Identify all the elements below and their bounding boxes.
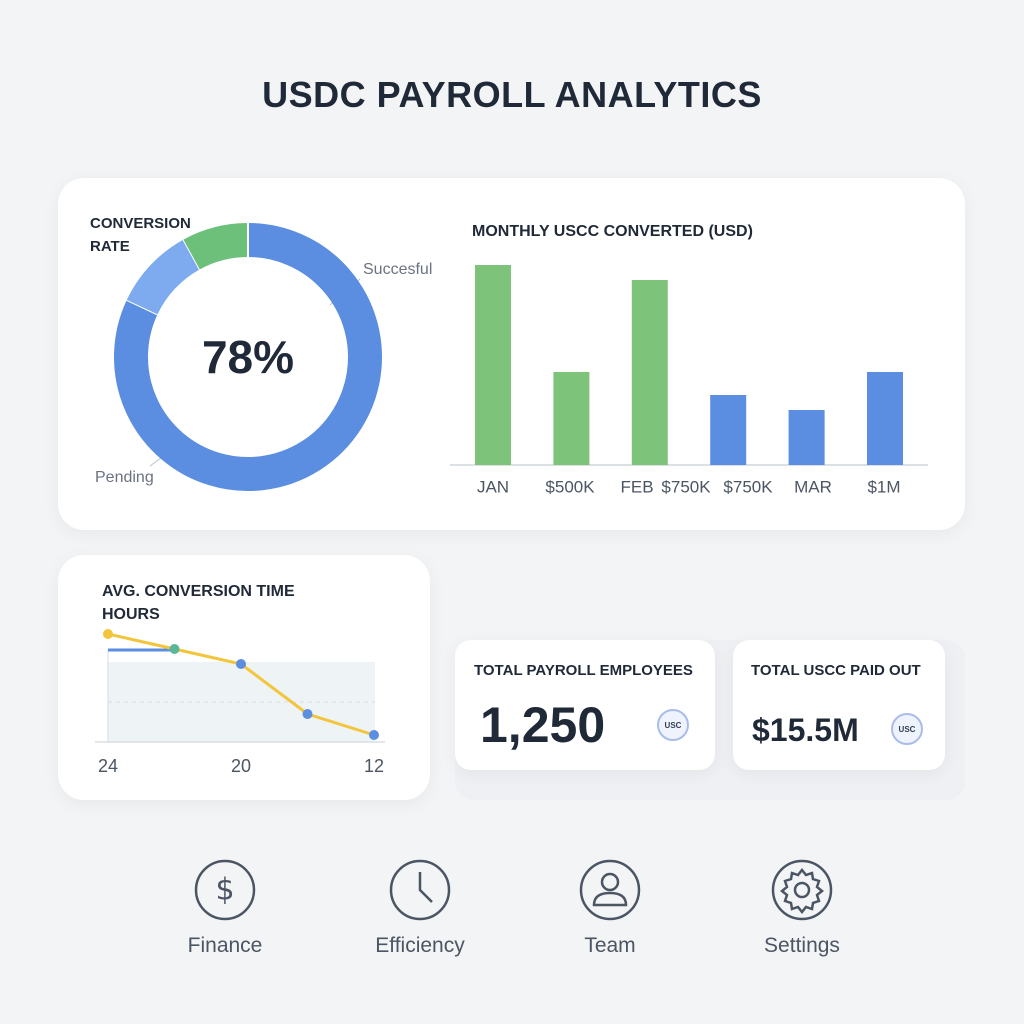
stat-value: 1,250: [480, 697, 606, 753]
bar: [788, 410, 825, 465]
point: [103, 629, 113, 639]
stat-value: $15.5M: [752, 712, 859, 748]
donut-slice: [114, 223, 382, 491]
slice-label: Pending: [95, 469, 154, 486]
stat-title: TOTAL USCC PAID OUT: [751, 662, 921, 679]
donut-center-label: 78%: [201, 331, 295, 383]
gear-center: [793, 881, 811, 899]
nav-label[interactable]: Settings: [764, 934, 840, 957]
x-tick-label: 24: [98, 756, 118, 776]
bar: [631, 280, 668, 465]
person-body: [592, 891, 628, 907]
finance-icon[interactable]: [194, 859, 256, 921]
donut-slice: [126, 239, 201, 315]
team-icon[interactable]: [579, 859, 641, 921]
x-tick-label: FEB: [620, 477, 653, 496]
slice-label: Succesful: [363, 261, 433, 278]
point: [236, 659, 246, 669]
page-title: USDC PAYROLL ANALYTICS: [262, 74, 762, 115]
nav-label[interactable]: Finance: [187, 934, 263, 957]
point: [369, 730, 379, 740]
efficiency-icon[interactable]: [389, 859, 451, 921]
gear: [779, 867, 825, 915]
x-tick-label: JAN: [477, 477, 509, 496]
settings-icon[interactable]: [771, 859, 833, 921]
donut-title: CONVERSION RATE: [90, 215, 191, 255]
nav-icons: $: [194, 859, 833, 921]
x-tick-label: 12: [364, 756, 384, 776]
point: [302, 709, 313, 719]
x-tick-label: 20: [231, 756, 251, 776]
person-head: [600, 872, 620, 892]
line-title: AVG. CONVERSION TIME HOURS: [102, 583, 295, 623]
x-tick-label: $750K: [661, 477, 711, 496]
badge: USC: [657, 709, 689, 741]
bar: [475, 265, 511, 465]
stat-title: TOTAL PAYROLL EMPLOYEES: [474, 662, 693, 679]
dollar-glyph: $: [215, 873, 234, 908]
point: [169, 644, 180, 654]
stat-card: [455, 640, 715, 770]
bar: [867, 372, 903, 465]
bar: [710, 395, 747, 465]
x-tick-label: $1M: [867, 477, 900, 496]
bar-title: MONTHLY USCC CONVERTED (USD): [472, 223, 753, 240]
x-tick-label: MAR: [794, 477, 832, 496]
donut-slice: [183, 223, 249, 270]
stat-card: [733, 640, 945, 770]
plot-area: [108, 662, 375, 742]
nav-label[interactable]: Team: [584, 934, 636, 957]
badge: USC: [891, 713, 923, 745]
x-tick-label: $750K: [723, 477, 773, 496]
nav-label[interactable]: Efficiency: [375, 934, 465, 957]
clock-hands: [418, 872, 433, 903]
x-tick-label: $500K: [545, 477, 595, 496]
bar: [553, 372, 590, 465]
